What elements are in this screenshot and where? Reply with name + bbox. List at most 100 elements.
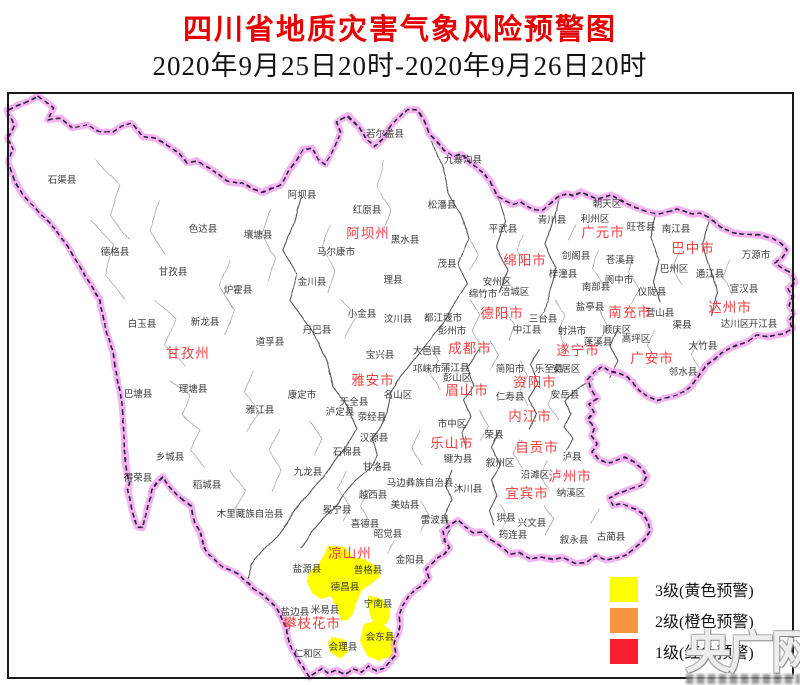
county-label: 茂县 — [437, 258, 456, 270]
county-label: 小金县 — [348, 308, 377, 320]
county-label: 冕宁县 — [323, 504, 352, 516]
county-label: 仪陇县 — [638, 286, 667, 298]
county-label: 蓬溪县 — [584, 336, 613, 348]
county-label: 巴州区 — [660, 264, 689, 275]
city-label: 泸州市 — [548, 468, 592, 484]
county-label: 市中区 — [438, 418, 467, 430]
county-label: 普格县 — [354, 564, 383, 576]
county-label: 白玉县 — [128, 318, 157, 330]
county-label: 美姑县 — [391, 499, 420, 511]
map-frame — [7, 92, 794, 679]
county-label: 都江堰市 — [424, 312, 463, 324]
county-label: 乐至县 — [535, 363, 564, 375]
city-label: 遂宁市 — [556, 342, 600, 358]
county-label: 雅江县 — [246, 404, 275, 416]
county-label: 得荣县 — [124, 472, 153, 484]
county-label: 三台县 — [529, 313, 558, 325]
city-label: 攀枝花市 — [283, 615, 341, 631]
county-label: 九寨沟县 — [444, 154, 482, 166]
county-label: 宝兴县 — [366, 349, 395, 361]
county-label: 大竹县 — [689, 340, 718, 352]
warning-zones-layer — [307, 545, 398, 662]
county-label: 宁南县 — [364, 598, 393, 610]
county-label: 盐边县 — [281, 606, 310, 618]
legend-label: 1级(红色预警) — [655, 645, 754, 662]
legend-label: 2级(橙色预警) — [655, 614, 754, 631]
county-label: 兴文县 — [518, 517, 547, 529]
city-label: 凉山州 — [328, 546, 372, 561]
county-label: 达川区 — [721, 318, 750, 330]
county-label: 射洪市 — [558, 325, 587, 337]
county-label: 木里藏族自治县 — [217, 508, 284, 520]
county-label: 安岳县 — [551, 389, 580, 401]
county-label: 平武县 — [489, 223, 518, 235]
county-label: 顺庆区 — [603, 324, 632, 336]
legend-row: 1级(红色预警) — [610, 638, 800, 664]
county-label: 石棉县 — [333, 446, 362, 458]
county-label: 涪城区 — [501, 286, 530, 298]
city-label: 雅安市 — [351, 372, 395, 388]
county-label: 马尔康市 — [317, 246, 356, 258]
legend-swatch — [610, 638, 638, 664]
county-label: 盐源县 — [293, 563, 322, 575]
county-label: 梓潼县 — [549, 268, 578, 280]
page-title: 四川省地质灾害气象风险预警图 — [182, 14, 617, 46]
county-label: 南江县 — [662, 223, 691, 235]
county-label: 邻水县 — [669, 366, 698, 378]
county-label: 壤塘县 — [244, 229, 273, 241]
county-label: 红原县 — [353, 204, 382, 216]
county-label: 仁寿县 — [496, 391, 525, 403]
county-label: 金川县 — [298, 276, 327, 288]
county-label: 黑水县 — [391, 234, 420, 246]
county-label: 名山区 — [384, 389, 413, 401]
city-label: 南充市 — [608, 304, 652, 320]
city-label: 内江市 — [508, 408, 552, 424]
city-label: 眉山市 — [445, 382, 489, 398]
county-label: 苍溪县 — [606, 254, 635, 266]
city-label: 绵阳市 — [503, 252, 547, 268]
county-label: 康定市 — [288, 389, 317, 401]
prefecture-boundaries — [247, 139, 718, 579]
county-label: 会理县 — [329, 641, 358, 653]
county-label: 色达县 — [189, 223, 218, 235]
county-label: 会东县 — [366, 631, 395, 643]
county-label: 大邑县 — [413, 345, 442, 357]
county-label: 甘孜县 — [159, 266, 188, 278]
county-label: 古蔺县 — [597, 531, 626, 543]
city-label: 广元市 — [581, 224, 625, 240]
county-label: 理县 — [383, 275, 402, 286]
legend: 3级(黄色预警) 2级(橙色预警) 1级(红色预警) — [610, 576, 800, 669]
county-label: 天全县 — [340, 396, 369, 408]
city-label: 巴中市 — [671, 240, 715, 256]
county-label: 稻城县 — [193, 480, 222, 491]
province-border — [4, 91, 797, 681]
county-label: 金阳县 — [396, 554, 425, 566]
county-label: 昭觉县 — [374, 529, 403, 540]
county-label: 利州区 — [581, 213, 610, 225]
page-subtitle: 2020年9月25日20时-2020年9月26日20时 — [152, 51, 648, 81]
county-label: 营山县 — [646, 307, 675, 319]
city-label: 广安市 — [630, 350, 674, 366]
city-label: 资阳市 — [513, 374, 557, 390]
yanyuan-dechang-zone — [307, 545, 381, 621]
city-label: 阿坝州 — [346, 226, 390, 241]
county-label: 通江县 — [696, 269, 725, 280]
county-label: 道孚县 — [256, 336, 285, 348]
county-label: 松潘县 — [428, 199, 457, 211]
county-label: 彭州市 — [438, 325, 467, 337]
legend-row: 3级(黄色预警) — [610, 576, 800, 602]
county-label: 渠县 — [672, 319, 691, 331]
ningnan-zone — [367, 596, 391, 629]
county-label: 筠连县 — [499, 529, 528, 541]
huili-zone — [327, 637, 348, 658]
county-label: 安居区 — [552, 363, 581, 375]
county-label: 阆中市 — [605, 274, 634, 286]
county-label: 仁和区 — [294, 648, 323, 660]
county-label: 德格县 — [101, 246, 130, 258]
city-label: 甘孜州 — [166, 346, 210, 361]
county-label: 炉霍县 — [224, 284, 253, 296]
county-label: 石渠县 — [48, 174, 77, 186]
